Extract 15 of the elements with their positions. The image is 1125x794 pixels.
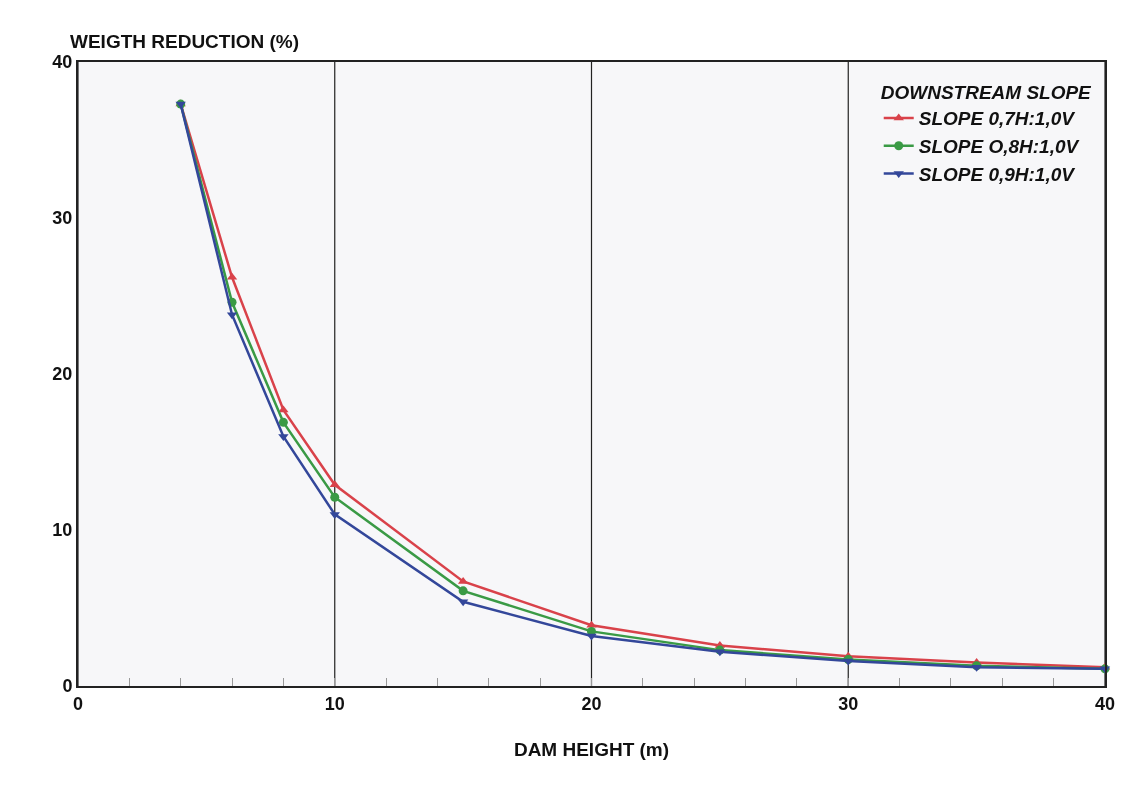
legend-label: SLOPE 0,7H:1,0V bbox=[918, 108, 1076, 130]
x-tick-label: 40 bbox=[1094, 693, 1116, 714]
legend-label: SLOPE O,8H:1,0V bbox=[918, 136, 1080, 158]
y-tick-label: 30 bbox=[52, 208, 73, 229]
y-tick-label: 10 bbox=[52, 520, 73, 541]
legend-title: DOWNSTREAM SLOPE bbox=[880, 82, 1093, 104]
y-tick-label: 20 bbox=[52, 364, 73, 385]
legend-label: SLOPE 0,9H:1,0V bbox=[918, 163, 1076, 185]
x-tick-label: 30 bbox=[838, 693, 859, 714]
y-axis-title: WEIGTH REDUCTION (%) bbox=[70, 31, 300, 52]
x-tick-label: 10 bbox=[324, 693, 345, 714]
x-axis-title: DAM HEIGHT (m) bbox=[513, 738, 670, 760]
x-tick-label: 20 bbox=[581, 693, 602, 714]
y-tick-label: 40 bbox=[52, 52, 73, 73]
y-tick-label: 0 bbox=[62, 676, 73, 697]
